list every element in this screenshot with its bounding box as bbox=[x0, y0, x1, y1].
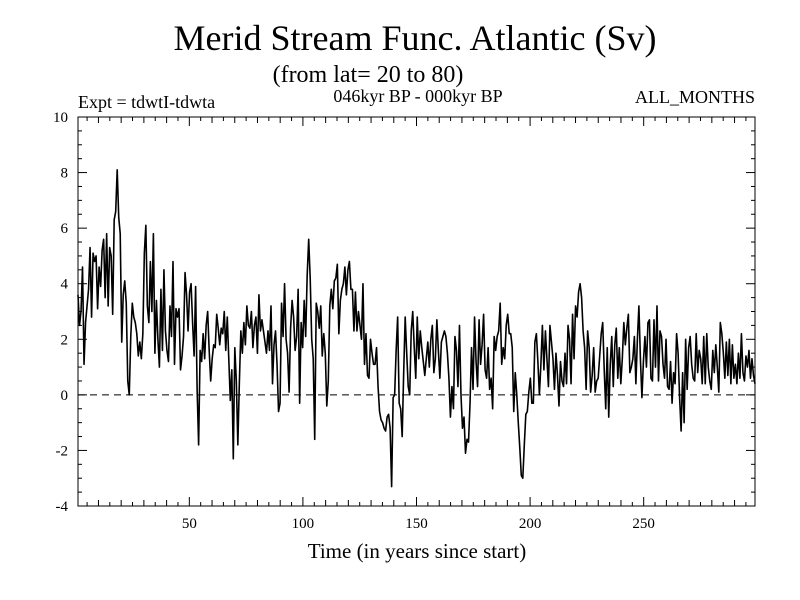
chart-title: Merid Stream Func. Atlantic (Sv) bbox=[174, 18, 657, 58]
y-tick-label: -4 bbox=[56, 499, 69, 515]
y-tick-label: -2 bbox=[56, 443, 69, 459]
period-label: 046kyr BP - 000kyr BP bbox=[333, 86, 502, 106]
axis-tick-labels: -4 -2 0 2 4 6 8 10 50 100 150 200 250 bbox=[53, 110, 655, 532]
y-tick-label: 8 bbox=[61, 166, 69, 182]
x-tick-label: 100 bbox=[292, 516, 315, 532]
x-tick-label: 150 bbox=[405, 516, 428, 532]
expt-label: Expt = tdwtI-tdwta bbox=[78, 92, 215, 112]
chart-subtitle: (from lat= 20 to 80) bbox=[273, 62, 464, 88]
x-tick-label: 250 bbox=[632, 516, 655, 532]
y-tick-label: 6 bbox=[61, 221, 69, 237]
y-tick-label: 0 bbox=[61, 388, 69, 404]
x-tick-label: 200 bbox=[519, 516, 542, 532]
months-label: ALL_MONTHS bbox=[635, 87, 755, 107]
y-tick-label: 4 bbox=[61, 277, 69, 293]
y-tick-label: 10 bbox=[53, 110, 68, 126]
y-tick-label: 2 bbox=[61, 332, 69, 348]
x-axis-label: Time (in years since start) bbox=[308, 539, 527, 563]
axis-ticks bbox=[78, 116, 755, 507]
x-tick-label: 50 bbox=[182, 516, 197, 532]
series-line bbox=[77, 168, 756, 488]
